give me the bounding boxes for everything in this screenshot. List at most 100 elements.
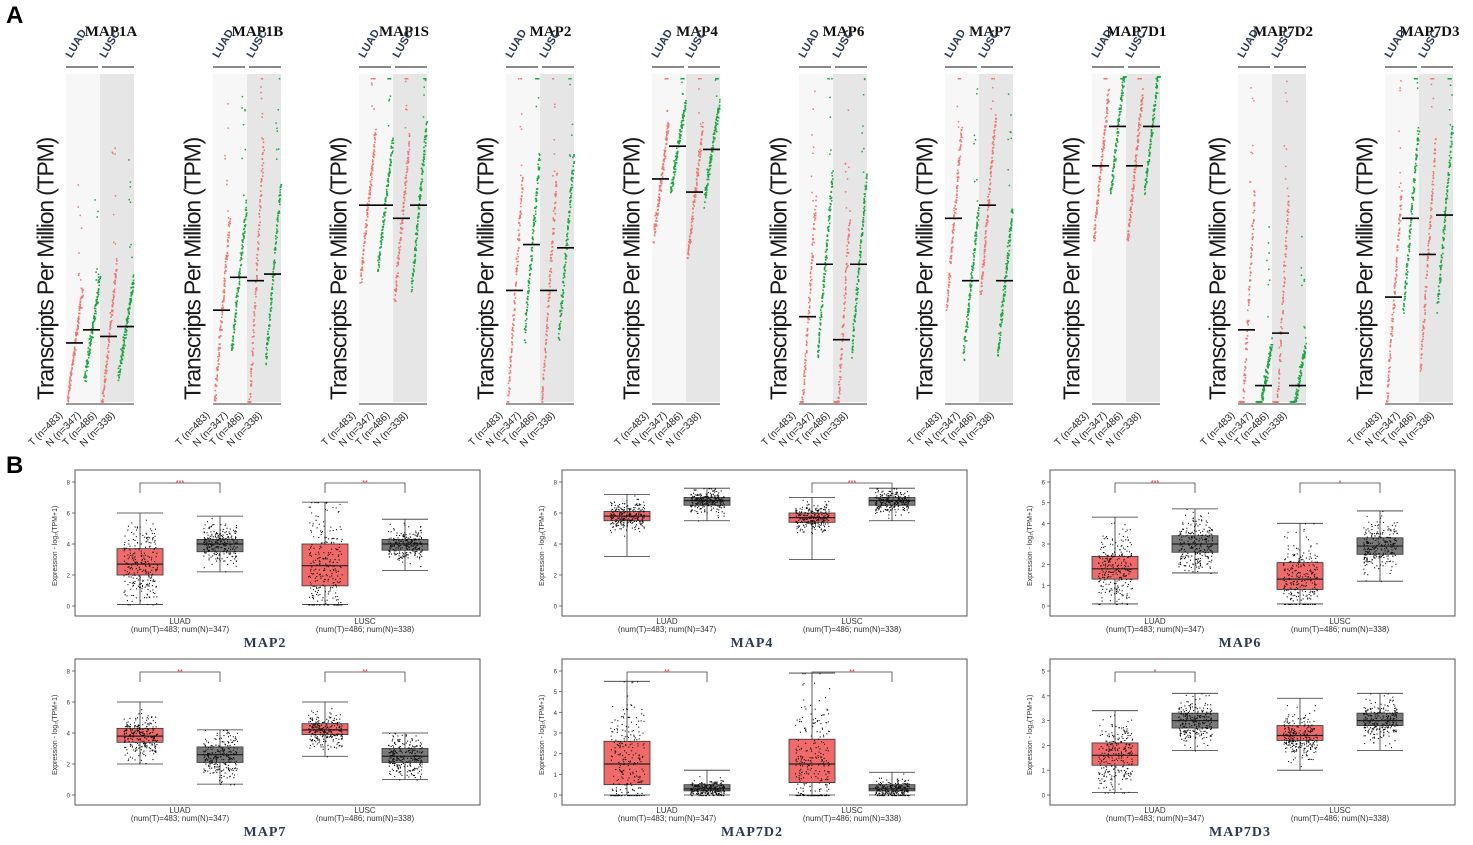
tpm-point — [226, 252, 228, 254]
tpm-outlier — [715, 78, 717, 80]
tpm-point — [703, 207, 705, 209]
tpm-point — [569, 206, 571, 208]
tpm-point — [572, 177, 574, 179]
tpm-outlier — [519, 126, 521, 128]
tpm-point — [235, 313, 237, 315]
tpm-point — [425, 139, 427, 141]
tpm-point — [691, 232, 693, 234]
tpm-point — [225, 270, 227, 272]
tpm-point — [1006, 265, 1008, 267]
tpm-point — [813, 223, 815, 225]
tpm-point — [1121, 89, 1123, 91]
tpm-point — [1096, 200, 1098, 202]
tpm-point — [110, 324, 112, 326]
tpm-point — [978, 209, 980, 211]
tpm-point — [807, 322, 809, 324]
tpm-point — [408, 157, 410, 159]
tpm-point — [718, 108, 720, 110]
tpm-point — [422, 181, 424, 183]
tpm-point — [272, 276, 274, 278]
tpm-point — [375, 129, 377, 131]
tpm-point — [1297, 398, 1299, 400]
tpm-point — [1246, 342, 1248, 344]
tpm-point — [548, 294, 550, 296]
tpm-point — [1277, 394, 1279, 396]
tpm-point — [1116, 139, 1118, 141]
tpm-point — [959, 163, 961, 165]
tpm-point — [854, 315, 856, 317]
tpm-point — [1139, 116, 1141, 118]
tpm-point — [223, 285, 225, 287]
tpm-point — [529, 273, 531, 275]
tpm-point — [985, 236, 987, 238]
tpm-point — [239, 268, 241, 270]
tpm-point — [687, 252, 689, 254]
tpm-point — [1304, 356, 1306, 358]
tpm-point — [838, 381, 840, 383]
tpm-outlier — [1301, 275, 1303, 277]
tpm-point — [1000, 332, 1002, 334]
tpm-point — [363, 250, 365, 252]
tpm-point — [708, 179, 710, 181]
tpm-point — [69, 383, 71, 385]
tpm-point — [390, 146, 392, 148]
tpm-outlier — [276, 128, 278, 130]
tpm-outlier — [958, 78, 960, 80]
tpm-point — [1399, 228, 1401, 230]
tpm-outlier — [130, 202, 132, 204]
tpm-point — [1395, 274, 1397, 276]
tpm-point — [255, 287, 257, 289]
tpm-point — [517, 256, 519, 258]
tpm-point — [417, 220, 419, 222]
tpm-point — [554, 202, 556, 204]
tpm-point — [1254, 194, 1256, 196]
tpm-point — [1392, 312, 1394, 314]
tpm-point — [1012, 209, 1014, 211]
tpm-point — [990, 172, 992, 174]
tpm-point — [849, 210, 851, 212]
tpm-point — [1245, 377, 1247, 379]
tpm-point — [1277, 395, 1279, 397]
tpm-point — [1132, 191, 1134, 193]
tpm-point — [1301, 372, 1303, 374]
tpm-point — [563, 274, 565, 276]
tpm-point — [1097, 194, 1099, 196]
tpm-point — [1131, 194, 1133, 196]
tpm-outlier — [1268, 269, 1270, 271]
tpm-point — [976, 231, 978, 233]
tpm-point — [1156, 85, 1158, 87]
tpm-point — [365, 233, 367, 235]
tpm-point — [709, 174, 711, 176]
tpm-point — [1136, 155, 1138, 157]
tpm-point — [946, 309, 948, 311]
tpm-point — [364, 237, 366, 239]
tpm-point — [984, 245, 986, 247]
tpm-outlier — [863, 148, 865, 150]
tpm-point — [224, 258, 226, 260]
tpm-point — [273, 263, 275, 265]
tpm-point — [261, 175, 263, 177]
tpm-point — [265, 353, 267, 355]
tpm-point — [984, 249, 986, 251]
tpm-point — [115, 275, 117, 277]
tpm-point — [67, 395, 69, 397]
tpm-point — [1129, 222, 1131, 224]
tpm-point — [985, 230, 987, 232]
tpm-point — [856, 298, 858, 300]
tpm-point — [863, 215, 865, 217]
tpm-point — [222, 307, 224, 309]
tpm-point — [225, 266, 227, 268]
tpm-point — [803, 381, 805, 383]
tpm-point — [959, 158, 961, 160]
tpm-point — [1391, 331, 1393, 333]
tpm-point — [1295, 400, 1297, 402]
tpm-outlier — [227, 210, 229, 212]
tpm-point — [549, 260, 551, 262]
tpm-point — [107, 354, 109, 356]
tpm-point — [696, 182, 698, 184]
tpm-point — [520, 206, 522, 208]
tpm-point — [538, 158, 540, 160]
tpm-point — [681, 131, 683, 133]
tpm-point — [509, 372, 511, 374]
tpm-point — [408, 145, 410, 147]
